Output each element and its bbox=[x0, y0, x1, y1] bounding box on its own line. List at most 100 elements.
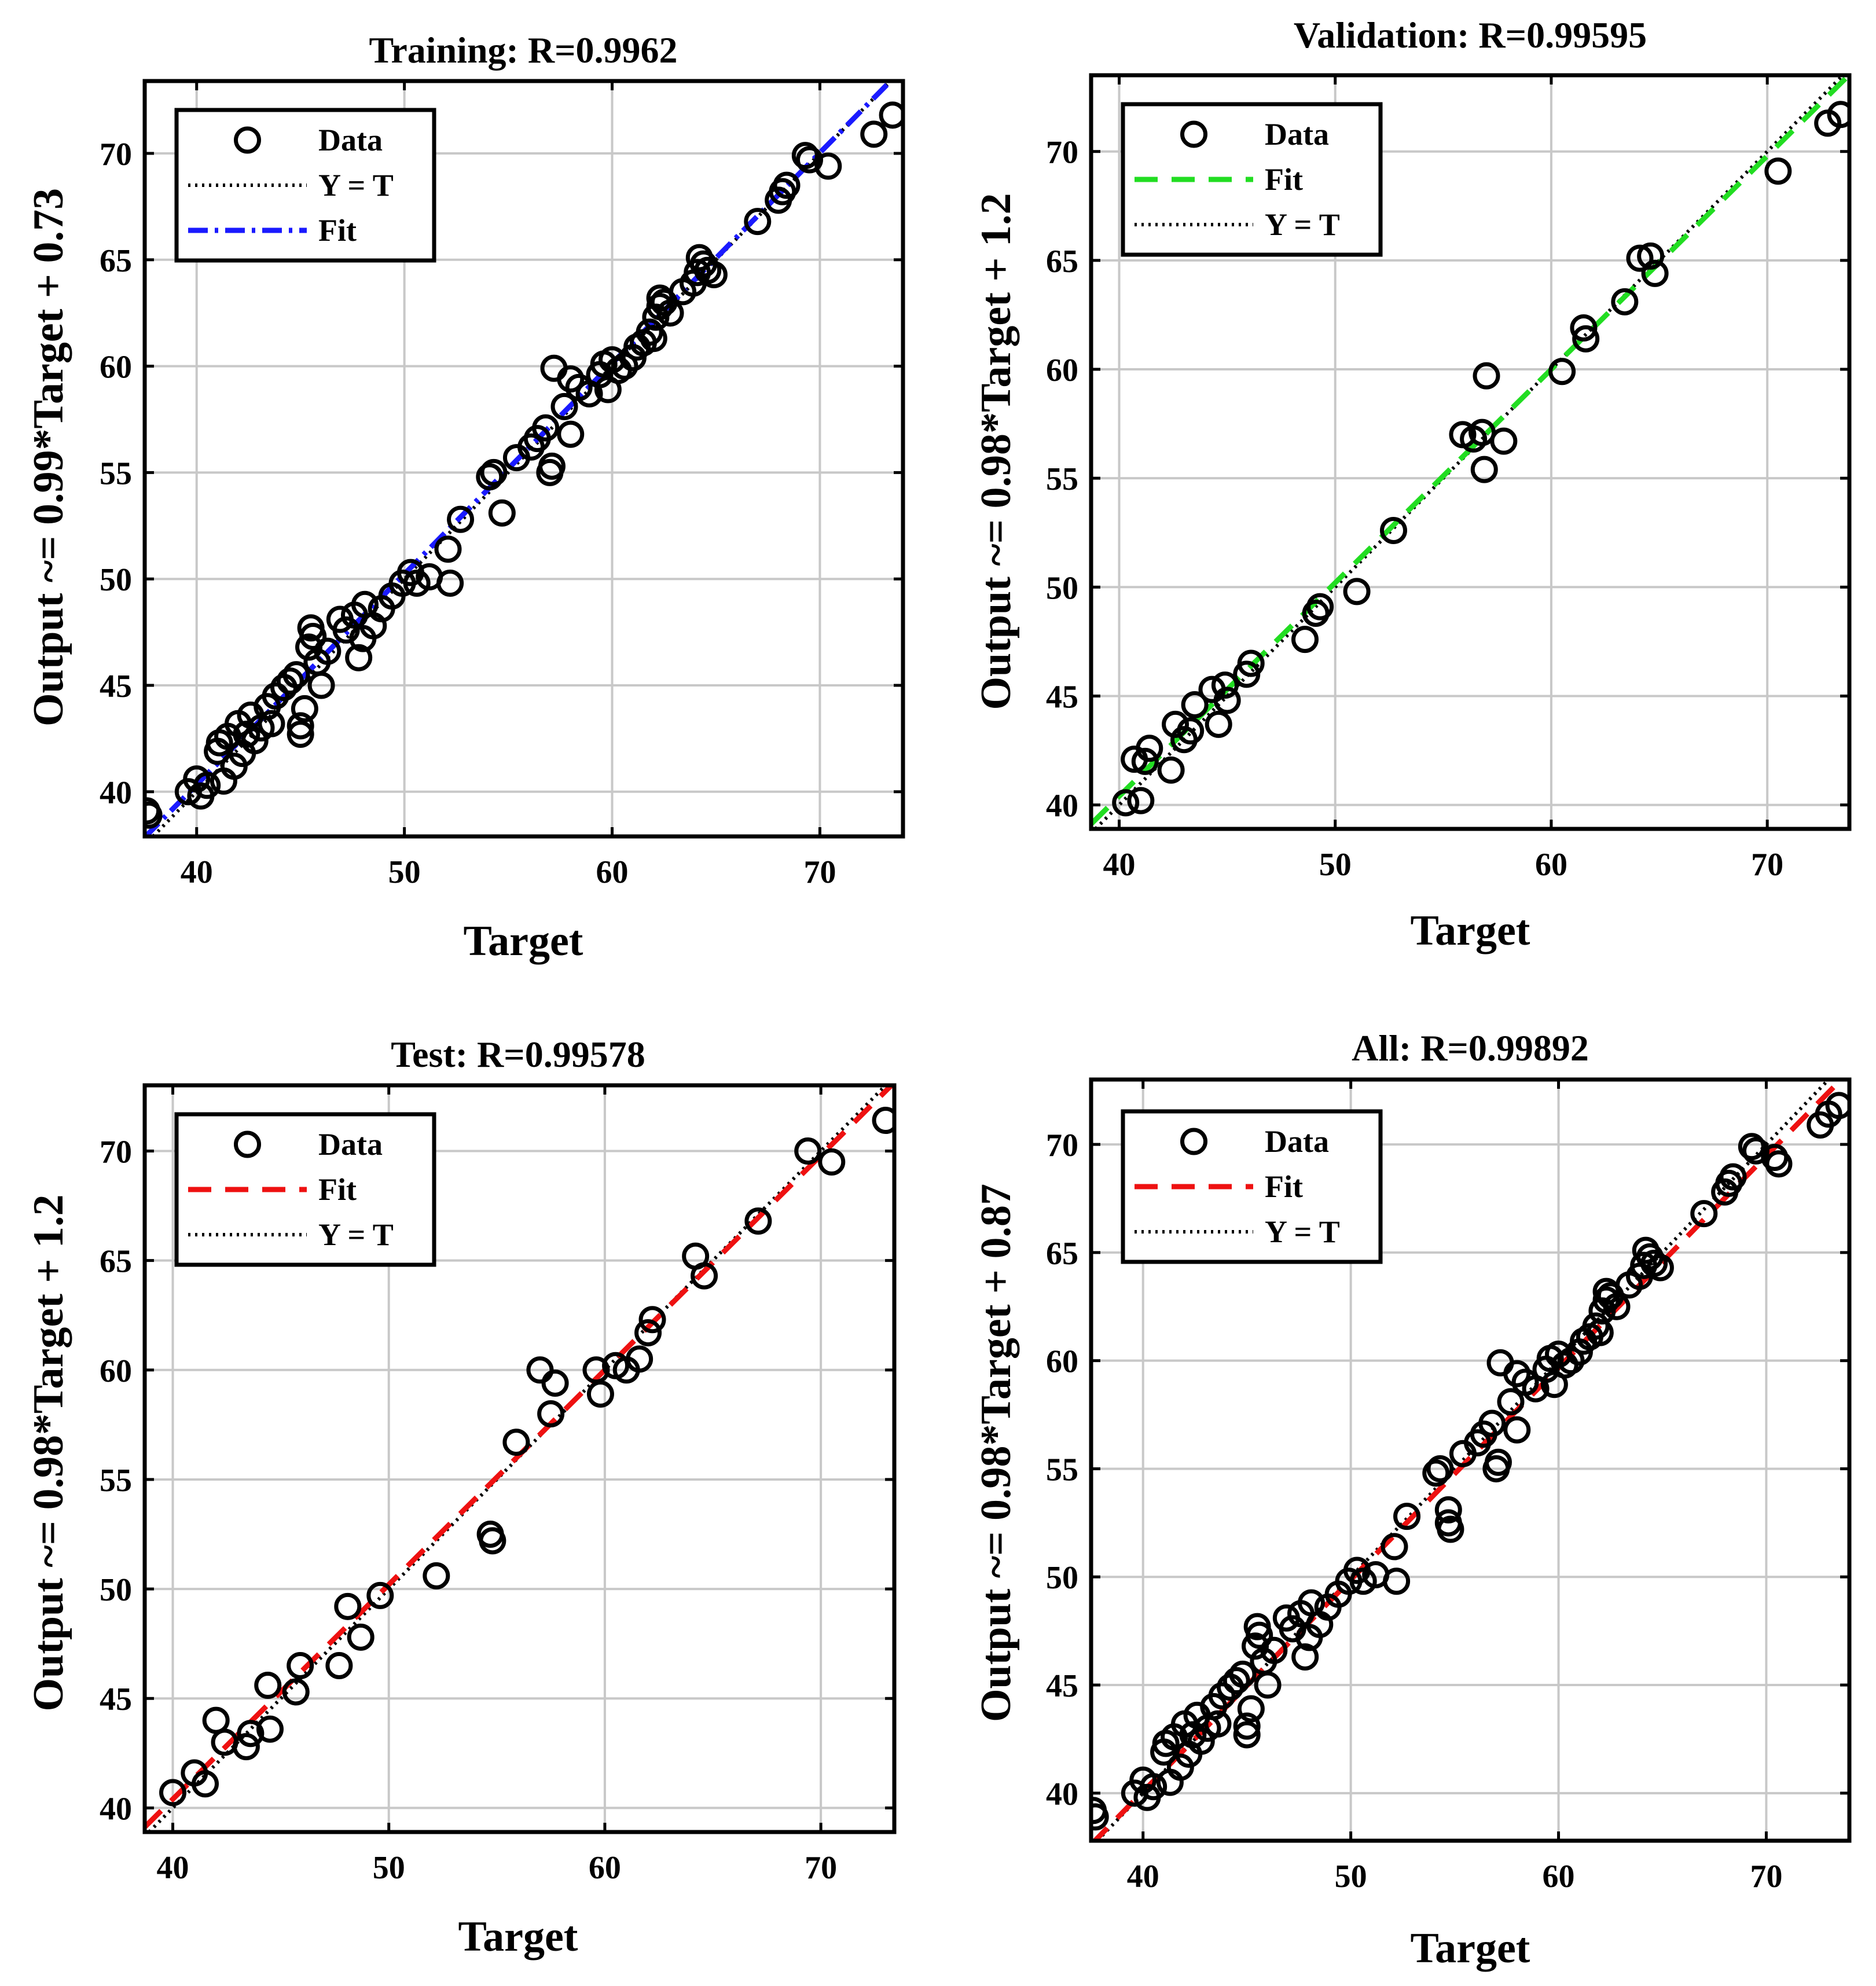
data-point bbox=[1112, 789, 1140, 817]
data-point bbox=[159, 1779, 187, 1807]
panel-training: 40 50 60 70 40 45 50 55 60 65 70 Data Y = T Fit Traini… bbox=[25, 30, 905, 965]
data-point bbox=[1222, 1667, 1250, 1695]
y-tick-label: 40 bbox=[100, 775, 132, 811]
data-point bbox=[1572, 325, 1600, 353]
data-point bbox=[1764, 157, 1792, 185]
data-point bbox=[860, 120, 888, 148]
data-point bbox=[299, 622, 327, 650]
data-point bbox=[287, 1651, 314, 1679]
x-axis-label: Target bbox=[464, 917, 583, 965]
data-point bbox=[557, 365, 585, 393]
data-point bbox=[1091, 1803, 1109, 1831]
data-point bbox=[1719, 1163, 1747, 1191]
y-tick-label: 55 bbox=[100, 456, 132, 491]
data-point bbox=[1611, 288, 1639, 315]
x-tick-label: 60 bbox=[1535, 847, 1567, 883]
data-point bbox=[366, 1581, 394, 1609]
data-point bbox=[345, 644, 373, 671]
legend-label: Y = T bbox=[318, 168, 394, 203]
legend-label: Fit bbox=[1265, 162, 1303, 197]
x-tick-label: 60 bbox=[1543, 1859, 1575, 1895]
data-point bbox=[423, 1562, 450, 1589]
data-point bbox=[1827, 101, 1849, 129]
data-point bbox=[1157, 756, 1185, 784]
y-tick-label: 60 bbox=[100, 350, 132, 386]
y-axis-label: Output ~= 0.99*Target + 0.73 bbox=[25, 188, 72, 726]
y-tick-label: 55 bbox=[1046, 1452, 1078, 1488]
data-point bbox=[557, 420, 585, 448]
legend-label: Fit bbox=[318, 1172, 357, 1207]
x-tick-label: 60 bbox=[596, 854, 629, 890]
data-point bbox=[1204, 1710, 1232, 1738]
data-point bbox=[1187, 1727, 1215, 1755]
data-point bbox=[1497, 1388, 1525, 1416]
data-point bbox=[1131, 747, 1159, 775]
data-point bbox=[872, 1107, 894, 1135]
y-tick-label: 55 bbox=[100, 1463, 132, 1499]
y-tick-label: 70 bbox=[1046, 1128, 1078, 1163]
x-axis-label: Target bbox=[1411, 907, 1530, 955]
fit-line bbox=[1091, 1080, 1845, 1841]
y-tick-label: 40 bbox=[1046, 788, 1078, 824]
data-point bbox=[237, 1720, 265, 1748]
y-tick-label: 50 bbox=[100, 1572, 132, 1608]
data-point bbox=[1381, 1533, 1408, 1561]
y-tick-label: 65 bbox=[100, 1244, 132, 1280]
data-point bbox=[193, 772, 221, 799]
y-tick-label: 70 bbox=[1046, 135, 1078, 171]
data-point bbox=[191, 1770, 219, 1798]
y-tick-label: 60 bbox=[100, 1353, 132, 1389]
legend-box bbox=[1121, 1109, 1383, 1264]
data-point bbox=[1765, 1150, 1793, 1178]
data-point bbox=[1136, 735, 1163, 762]
chart-title: Test: R=0.99578 bbox=[391, 1034, 645, 1075]
y-tick-label: 60 bbox=[1046, 1344, 1078, 1380]
data-point bbox=[1603, 1293, 1631, 1320]
data-point bbox=[1380, 516, 1408, 544]
data-point bbox=[1470, 456, 1498, 483]
data-point bbox=[1205, 710, 1232, 738]
data-point bbox=[1641, 259, 1669, 287]
data-point bbox=[700, 261, 728, 289]
data-point bbox=[334, 1592, 362, 1620]
data-point bbox=[258, 710, 285, 737]
data-point bbox=[1233, 1721, 1261, 1749]
data-point bbox=[1437, 1515, 1464, 1543]
data-point bbox=[541, 1369, 569, 1397]
x-axis-label: Target bbox=[1411, 1925, 1530, 1972]
y-axis-label: Output ~= 0.98*Target + 0.87 bbox=[972, 1184, 1020, 1722]
x-tick-label: 50 bbox=[373, 1850, 405, 1886]
y-tick-label: 70 bbox=[100, 1134, 132, 1170]
y-tick-label: 65 bbox=[100, 243, 132, 279]
data-point bbox=[1229, 1660, 1257, 1688]
data-point bbox=[282, 661, 310, 689]
data-point bbox=[479, 1527, 506, 1555]
data-point bbox=[1181, 691, 1209, 719]
y-tick-label: 45 bbox=[100, 669, 132, 704]
y-tick-label: 65 bbox=[1046, 1236, 1078, 1272]
y-tick-label: 65 bbox=[1046, 244, 1078, 280]
identity-line bbox=[152, 81, 892, 836]
x-tick-label: 70 bbox=[803, 854, 836, 890]
data-point bbox=[1570, 314, 1598, 342]
axes-box bbox=[1089, 1077, 1852, 1843]
legend-label: Y = T bbox=[318, 1217, 394, 1252]
legend-marker-data bbox=[234, 126, 261, 154]
data-point bbox=[638, 1306, 666, 1334]
data-point bbox=[1646, 1254, 1674, 1282]
data-point bbox=[436, 570, 464, 597]
x-tick-label: 40 bbox=[157, 1850, 189, 1886]
data-point bbox=[256, 1715, 284, 1743]
y-tick-label: 45 bbox=[1046, 679, 1078, 715]
panel-validation: 40 50 60 70 40 45 50 55 60 65 70 Data Fit Y = T Valida… bbox=[972, 14, 1852, 955]
data-point bbox=[1825, 1092, 1849, 1119]
data-point bbox=[1233, 1712, 1261, 1740]
legend-label: Fit bbox=[318, 213, 357, 248]
legend: Data Y = T Fit bbox=[174, 108, 436, 263]
data-point bbox=[241, 727, 269, 755]
data-point bbox=[1626, 244, 1654, 272]
data-point bbox=[538, 452, 566, 480]
data-point bbox=[1393, 1503, 1421, 1530]
data-point bbox=[434, 535, 462, 563]
data-point bbox=[1291, 626, 1319, 654]
